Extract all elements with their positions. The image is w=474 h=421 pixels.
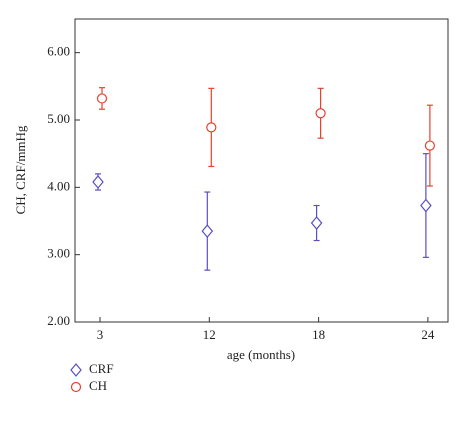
- x-tick-label: 18: [312, 327, 325, 342]
- y-axis-label: CH, CRF/mmHg: [13, 125, 28, 214]
- y-tick-label: 3.00: [47, 246, 70, 261]
- point: [96, 93, 108, 104]
- point: [206, 122, 217, 133]
- x-tick-label: 24: [421, 327, 435, 342]
- legend-marker: [70, 381, 82, 393]
- point: [201, 224, 214, 239]
- point: [92, 175, 104, 189]
- x-axis-label: age (months): [227, 347, 295, 362]
- x-tick-label: 12: [203, 327, 216, 342]
- y-tick-label: 5.00: [47, 111, 70, 126]
- point: [420, 198, 432, 213]
- plot-frame: [74, 18, 449, 323]
- y-tick-label: 2.00: [47, 313, 70, 328]
- legend-marker: [70, 363, 82, 377]
- point: [315, 108, 326, 119]
- y-tick-label: 4.00: [47, 178, 70, 193]
- y-tick-label: 6.00: [47, 44, 70, 59]
- point: [424, 140, 435, 151]
- point: [310, 216, 323, 230]
- legend-label: CH: [89, 378, 107, 393]
- legend-label: CRF: [89, 361, 114, 376]
- x-tick-label: 3: [97, 327, 104, 342]
